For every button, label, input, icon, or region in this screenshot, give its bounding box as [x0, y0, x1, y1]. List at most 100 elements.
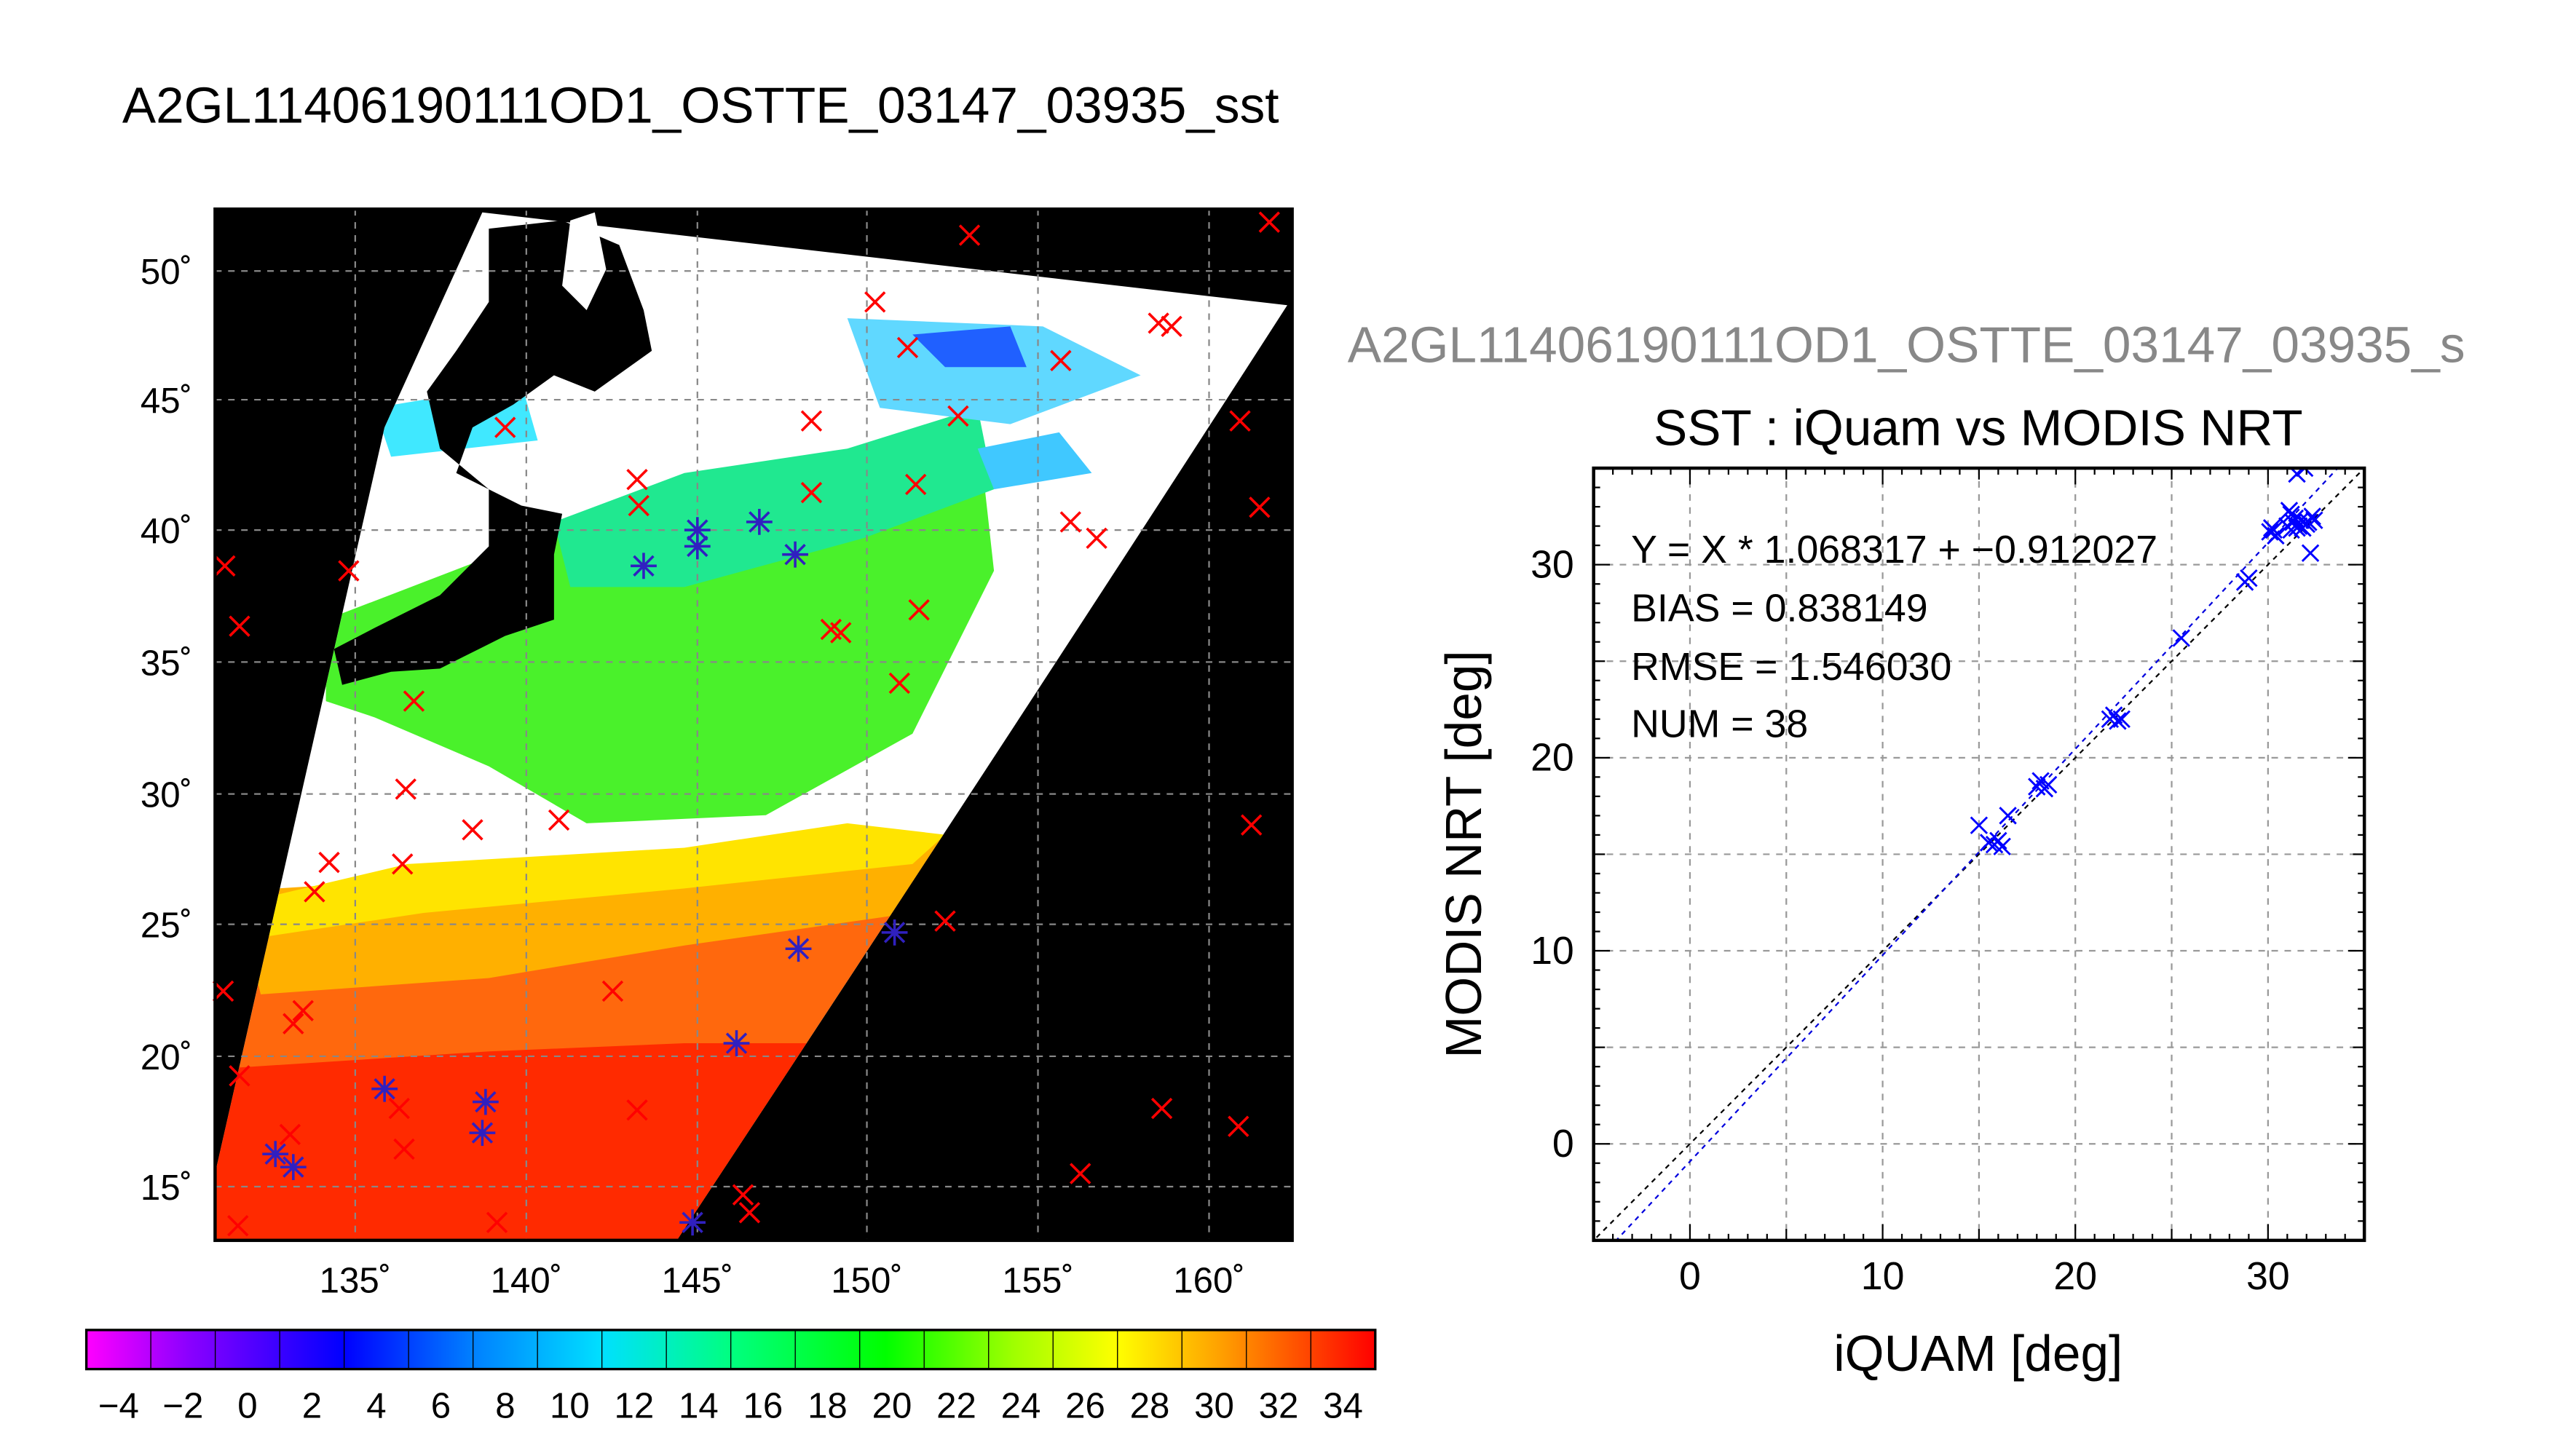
buoy-marker: [1258, 211, 1281, 233]
buoy-marker: [904, 473, 927, 496]
y-tick-label: 10: [1531, 929, 1574, 973]
buoy-marker: [958, 224, 981, 246]
buoy-marker: [229, 1065, 250, 1087]
lon-tick-label: 145˚: [662, 1260, 734, 1300]
scatter-point: [1999, 807, 2017, 825]
y-axis-label: MODIS NRT [deg]: [1435, 650, 1492, 1058]
lat-tick-label: 50˚: [141, 252, 192, 292]
land-japan: [333, 220, 652, 685]
x-axis-label: iQUAM [deg]: [1833, 1325, 2122, 1382]
buoy-marker: [283, 1013, 304, 1034]
scatter-point: [2264, 521, 2283, 539]
buoy-marker: [304, 881, 325, 903]
matched-buoy-marker: [679, 1209, 706, 1236]
buoy-marker: [1249, 496, 1271, 518]
y-tick-label: 20: [1531, 736, 1574, 780]
lat-tick-label: 40˚: [141, 511, 192, 551]
buoy-marker: [1241, 814, 1263, 836]
colorbar-tick-label: 26: [1065, 1386, 1105, 1426]
scatter-point: [2295, 468, 2314, 478]
scatter-point: [2172, 629, 2190, 647]
rmse-stat: RMSE = 1.546030: [1631, 645, 1951, 689]
scatter-point: [2267, 526, 2285, 545]
buoy-marker: [494, 416, 516, 438]
buoy-marker: [1150, 1097, 1173, 1120]
matched-buoy-marker: [881, 919, 908, 946]
scatter-header: A2GL11406190111OD1_OSTTE_03147_03935_s: [1348, 317, 2465, 373]
buoy-marker: [1086, 527, 1107, 549]
matched-buoy-marker: [262, 1141, 289, 1168]
colorbar: −4 −2 0 2 4 6 8 10 12 14 16 18 20 22 24 26 28 30 32 34: [84, 1329, 1377, 1426]
buoy-marker: [1050, 349, 1072, 372]
matched-buoy-marker: [371, 1075, 398, 1102]
buoy-marker: [392, 853, 414, 875]
buoy-marker: [292, 1000, 314, 1021]
plot-grid: [1593, 468, 2365, 1241]
buoy-marker: [214, 555, 236, 577]
buoy-marker: [229, 615, 250, 637]
buoy-marker: [393, 1138, 415, 1160]
scatter-point: [1970, 816, 1989, 834]
colorbar-tick-label: 4: [366, 1386, 386, 1426]
lat-tick-label: 20˚: [141, 1037, 192, 1077]
matched-buoy-marker: [280, 1154, 307, 1181]
matched-buoy-marker: [684, 533, 711, 560]
buoy-marker: [908, 599, 930, 621]
lat-tick-label: 35˚: [141, 643, 192, 683]
axis-ticks: 0 10 20 30 0 10 20 30: [1531, 467, 2366, 1298]
buoy-marker: [548, 809, 570, 831]
buoy-marker: [947, 405, 969, 427]
map-grid: [215, 209, 1292, 1241]
lat-tick-labels: 50˚ 45˚ 40˚ 35˚ 30˚ 25˚ 20˚ 15˚: [141, 252, 192, 1208]
colorbar-dividers: [150, 1329, 1311, 1369]
buoy-marker: [1070, 1163, 1091, 1184]
matched-buoy-marker: [723, 1030, 750, 1056]
scatter-point: [2112, 710, 2131, 729]
land-sakhalin-coast: [562, 212, 607, 310]
colorbar-tick-label: 16: [743, 1386, 783, 1426]
lon-tick-label: 150˚: [831, 1260, 903, 1300]
num-stat: NUM = 38: [1631, 702, 1808, 745]
lon-tick-label: 135˚: [320, 1260, 392, 1300]
lat-tick-label: 25˚: [141, 906, 192, 946]
x-tick-label: 20: [2053, 1254, 2097, 1298]
scatter-point: [2305, 511, 2323, 529]
buoy-marker: [800, 410, 823, 432]
identity-line: [1593, 468, 2365, 1241]
colorbar-tick-labels: −4 −2 0 2 4 6 8 10 12 14 16 18 20 22 24 26 28 30 32 34: [98, 1386, 1363, 1426]
lat-tick-label: 15˚: [141, 1168, 192, 1208]
x-tick-label: 10: [1861, 1254, 1905, 1298]
buoy-marker: [279, 1123, 301, 1146]
buoy-marker: [388, 1097, 410, 1120]
buoy-marker: [601, 980, 624, 1002]
buoy-marker: [1228, 1115, 1249, 1137]
buoy-marker: [626, 469, 648, 491]
scatter-panel: A2GL11406190111OD1_OSTTE_03147_03935_s S…: [1348, 317, 2465, 1382]
buoy-marker: [626, 1099, 648, 1121]
map-frame: [213, 207, 1294, 1243]
buoy-marker: [1229, 410, 1251, 432]
scatter-point: [2301, 544, 2320, 562]
chart-title: SST : iQuam vs MODIS NRT: [1654, 400, 2303, 456]
buoy-marker: [732, 1184, 754, 1206]
sst-map: 50˚ 45˚ 40˚ 35˚ 30˚ 25˚ 20˚ 15˚ 135˚ 140…: [141, 207, 1294, 1300]
x-tick-label: 30: [2246, 1254, 2290, 1298]
y-tick-label: 0: [1552, 1122, 1574, 1166]
buoy-marker: [934, 910, 956, 932]
stats-box: Y = X * 1.068317 + −0.912027 BIAS = 0.83…: [1631, 528, 2157, 745]
colorbar-tick-label: 2: [302, 1386, 322, 1426]
matched-buoy-marker: [469, 1120, 496, 1147]
colorbar-tick-label: 20: [872, 1386, 912, 1426]
matched-buoy-marker: [782, 541, 808, 568]
lon-tick-label: 160˚: [1173, 1260, 1245, 1300]
matched-buoy-marker: [785, 935, 812, 962]
buoy-marker: [628, 494, 649, 517]
lon-tick-label: 140˚: [491, 1260, 563, 1300]
buoy-marker: [896, 336, 919, 359]
colorbar-tick-label: 24: [1001, 1386, 1041, 1426]
scatter-point: [1993, 837, 2011, 856]
scatter-point: [2039, 775, 2058, 794]
matched-buoy-marker: [631, 553, 657, 579]
lon-tick-labels: 135˚ 140˚ 145˚ 150˚ 155˚ 160˚: [320, 1260, 1245, 1300]
matched-buoy-marker: [472, 1088, 499, 1115]
